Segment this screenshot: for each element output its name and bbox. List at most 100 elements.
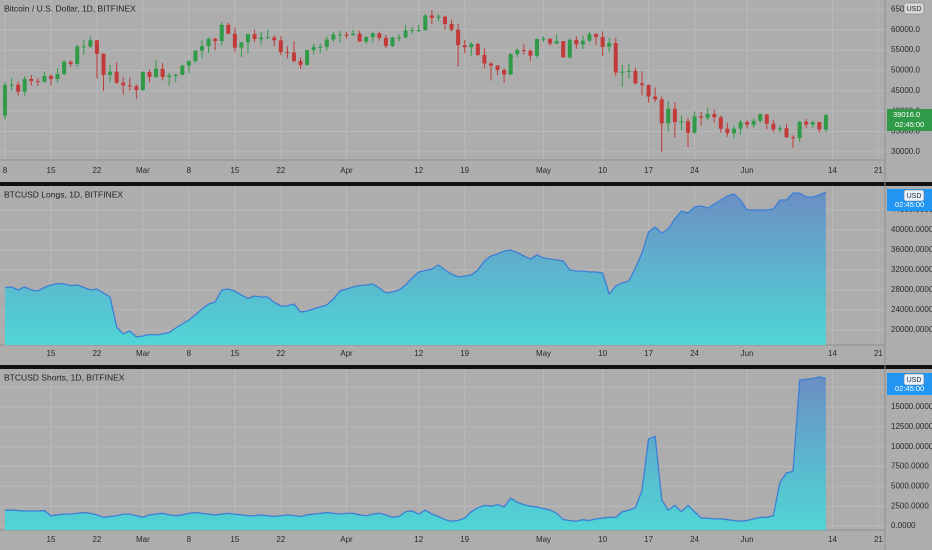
x-tick-label: 17 <box>644 535 653 544</box>
candle-body <box>534 39 539 56</box>
area-fill <box>5 376 826 530</box>
x-tick-label: 15 <box>230 166 239 175</box>
candle-body <box>521 50 526 52</box>
candle-body <box>232 33 237 48</box>
candle-body <box>659 99 664 124</box>
currency-badge <box>903 189 925 202</box>
candle-body <box>528 50 533 56</box>
x-tick-label: 8 <box>187 535 192 544</box>
candle-body <box>259 37 264 40</box>
candle-body <box>311 46 316 51</box>
currency-label: USD <box>907 377 922 384</box>
x-tick-label: 12 <box>414 349 423 358</box>
x-tick-label: Apr <box>340 535 353 544</box>
candle-body <box>278 40 283 53</box>
candle-body <box>541 38 546 40</box>
x-tick-label: May <box>536 535 551 544</box>
y-tick-label: 20000.0000 <box>891 325 932 334</box>
x-tick-label: 22 <box>276 349 285 358</box>
candle-body <box>515 50 520 55</box>
candle-body <box>554 41 559 44</box>
candle-body <box>357 33 362 42</box>
x-tick-label: 17 <box>644 349 653 358</box>
x-tick-label: May <box>536 166 551 175</box>
candle-body <box>245 34 250 43</box>
candle-body <box>429 15 434 18</box>
candle-body <box>48 76 53 79</box>
candle-body <box>488 63 493 66</box>
candle-body <box>607 43 612 47</box>
candle-body <box>423 15 428 31</box>
candle-body <box>344 34 349 36</box>
candle-body <box>594 34 599 38</box>
candle-body <box>718 117 723 129</box>
x-tick-label: 22 <box>92 166 101 175</box>
candle-body <box>62 61 67 75</box>
candle-body <box>147 72 152 77</box>
x-tick-label: 22 <box>276 535 285 544</box>
candle-body <box>758 114 763 121</box>
candle-body <box>626 70 631 72</box>
time-label: 02:45:00 <box>895 384 924 393</box>
candle-body <box>285 52 290 54</box>
candle-body <box>561 41 566 58</box>
candle-body <box>134 86 139 90</box>
candle-body <box>324 39 329 47</box>
x-tick-label: 10 <box>598 535 607 544</box>
candle-body <box>167 75 172 77</box>
area-line <box>5 376 827 522</box>
candle-body <box>456 29 461 46</box>
candle-body <box>666 108 671 124</box>
candle-body <box>291 52 296 62</box>
candle-body <box>68 61 73 64</box>
x-tick-label: Mar <box>136 349 150 358</box>
y-tick-label: 45000.0 <box>891 86 920 95</box>
y-tick-label: 40000.0000 <box>891 225 932 234</box>
x-tick-label: 14 <box>828 166 837 175</box>
candle-body <box>160 68 165 77</box>
candle-body <box>797 121 802 139</box>
panel-title: BTCUSD Longs, 1D, BITFINEX <box>4 189 123 199</box>
panel-title: Bitcoin / U.S. Dollar, 1D, BITFINEX <box>4 3 136 13</box>
separator <box>0 365 932 369</box>
x-tick-label: 22 <box>276 166 285 175</box>
candle-body <box>548 38 553 44</box>
y-tick-label: 30000.0 <box>891 147 920 156</box>
candle-body <box>410 30 415 32</box>
candle-body <box>383 37 388 47</box>
candle-body <box>679 121 684 123</box>
x-tick-label: Apr <box>340 349 353 358</box>
panel-title: BTCUSD Shorts, 1D, BITFINEX <box>4 372 125 382</box>
candle-body <box>377 33 382 38</box>
candle-body <box>16 84 21 92</box>
y-tick-label: 28000.0000 <box>891 285 932 294</box>
y-tick-label: 50000.0 <box>891 66 920 75</box>
currency-badge <box>903 2 925 15</box>
candle-body <box>101 53 106 75</box>
x-tick-label: 10 <box>598 349 607 358</box>
candle-body <box>620 71 625 73</box>
candle-body <box>390 37 395 47</box>
y-tick-label: 7500.0000 <box>891 462 929 471</box>
candle-body <box>502 70 507 75</box>
candle-body <box>403 30 408 38</box>
candle-body <box>613 43 618 73</box>
candle-body <box>508 54 513 75</box>
x-tick-label: 22 <box>92 349 101 358</box>
candle-body <box>127 85 132 87</box>
candle-body <box>653 96 658 100</box>
candle-body <box>331 34 336 40</box>
x-tick-label: 15 <box>230 535 239 544</box>
candle-body <box>35 81 40 83</box>
area-line <box>4 191 827 338</box>
x-tick-label: 17 <box>644 166 653 175</box>
candle-body <box>436 16 441 18</box>
candle-body <box>745 122 750 125</box>
x-tick-label: Apr <box>340 166 353 175</box>
x-tick-label: 19 <box>460 166 469 175</box>
candle-body <box>731 128 736 134</box>
y-tick-label: 0.0000 <box>891 521 916 530</box>
candle-body <box>685 121 690 133</box>
candle-body <box>482 54 487 64</box>
y-tick-label: 24000.0000 <box>891 305 932 314</box>
